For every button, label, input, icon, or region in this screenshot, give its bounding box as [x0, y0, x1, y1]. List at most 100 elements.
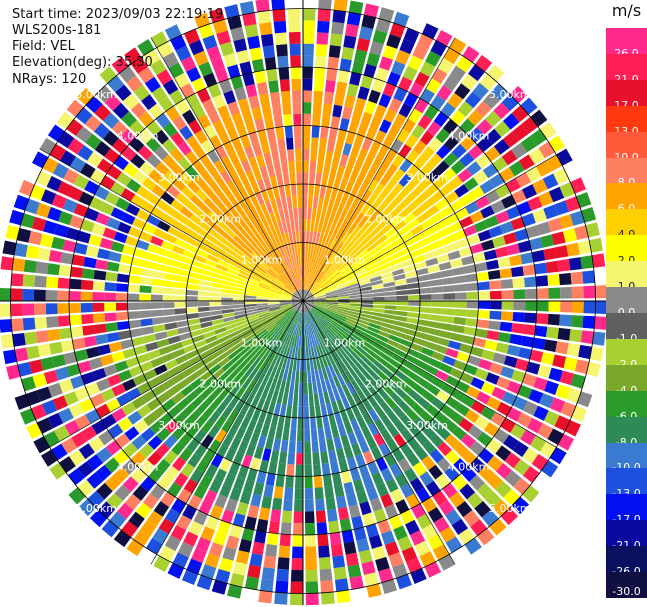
radar-gate — [56, 111, 74, 130]
radar-gate — [326, 303, 338, 307]
radar-gate — [313, 346, 319, 359]
radar-gate — [296, 453, 303, 465]
radar-gate — [342, 269, 354, 278]
radar-gate — [274, 279, 285, 288]
radar-gate — [230, 572, 245, 588]
radar-gate — [386, 339, 400, 348]
radar-gate — [362, 475, 375, 490]
radar-gate — [115, 302, 128, 311]
radar-gate — [221, 305, 234, 310]
radar-gate — [326, 302, 339, 305]
radar-gate — [165, 419, 179, 434]
radar-gate — [490, 301, 502, 310]
radar-gate — [209, 135, 222, 149]
radar-gate — [315, 498, 325, 512]
radar-gate — [155, 113, 171, 129]
radar-gate — [431, 351, 445, 362]
radar-gate — [270, 199, 278, 212]
radar-gate — [247, 315, 260, 322]
radar-gate — [161, 191, 175, 205]
radar-gate — [86, 472, 103, 489]
radar-gate — [277, 260, 286, 272]
radar-gate — [329, 33, 343, 47]
radar-gate — [248, 353, 259, 365]
radar-gate — [297, 266, 301, 278]
radar-gate — [425, 364, 439, 376]
radar-gate — [463, 264, 477, 274]
radar-gate — [261, 104, 272, 118]
radar-gate — [476, 136, 493, 152]
radar-gate — [504, 452, 521, 469]
radar-gate — [360, 310, 373, 315]
radar-gate — [334, 334, 345, 345]
radar-gate — [354, 376, 365, 389]
radar-gate — [225, 272, 238, 280]
radar-gate — [416, 325, 429, 334]
range-ring-label: 4.00km — [448, 461, 490, 474]
radar-gate — [274, 379, 282, 392]
radar-gate — [512, 396, 528, 411]
radar-gate — [406, 164, 420, 179]
radar-gate — [332, 275, 344, 284]
radar-gate — [282, 102, 292, 115]
radar-gate — [317, 220, 324, 233]
radar-gate — [222, 342, 235, 352]
radar-gate — [221, 405, 233, 419]
radar-gate — [314, 303, 326, 307]
radar-gate — [513, 289, 526, 299]
radar-gate — [522, 264, 536, 276]
radar-gate — [374, 418, 386, 432]
radar-gate — [304, 277, 307, 290]
radar-gate — [474, 415, 490, 430]
radar-gate — [509, 254, 523, 267]
radar-gate — [270, 326, 280, 336]
radar-gate — [260, 33, 274, 47]
radar-gate — [240, 134, 251, 149]
radar-gate — [365, 523, 379, 538]
radar-gate — [328, 338, 338, 350]
radar-gate — [58, 264, 72, 277]
radar-gate — [417, 237, 431, 248]
radar-gate — [332, 10, 346, 24]
radar-gate — [241, 377, 252, 390]
radar-gate — [372, 29, 388, 45]
radar-gate — [271, 353, 280, 366]
radar-gate — [227, 64, 241, 79]
radar-gate — [357, 249, 369, 260]
radar-gate — [242, 263, 254, 272]
radar-gate — [360, 290, 373, 295]
radar-gate — [209, 504, 224, 520]
radar-gate — [164, 465, 180, 481]
radar-gate — [310, 149, 318, 162]
radar-gate — [401, 359, 415, 371]
radar-gate — [225, 379, 237, 392]
radar-gate — [328, 251, 337, 263]
radar-gate — [227, 409, 239, 423]
radar-gate — [336, 310, 349, 315]
radar-gate — [299, 324, 302, 337]
radar-gate — [261, 374, 270, 387]
radar-gate — [146, 192, 161, 206]
radar-gate — [376, 356, 389, 367]
radar-gate — [489, 173, 505, 188]
radar-gate — [489, 518, 507, 536]
radar-gate — [373, 169, 385, 183]
radar-gate — [231, 112, 244, 127]
radar-gate — [315, 333, 322, 345]
radar-gate — [397, 400, 411, 414]
radar-gate — [375, 67, 389, 82]
radar-gate — [232, 257, 244, 266]
radar-gate — [326, 295, 338, 299]
radar-gate — [310, 429, 318, 442]
radar-gate — [350, 379, 361, 392]
radar-gate — [356, 322, 369, 329]
radar-gate — [399, 159, 413, 173]
radar-gate — [303, 359, 307, 372]
radar-gate — [117, 417, 133, 432]
radar-gate — [386, 71, 401, 87]
radar-gate — [209, 292, 222, 297]
radar-gate — [74, 242, 88, 255]
radar-gate — [393, 525, 408, 541]
radar-gate — [228, 396, 240, 409]
radar-gate — [311, 308, 321, 318]
